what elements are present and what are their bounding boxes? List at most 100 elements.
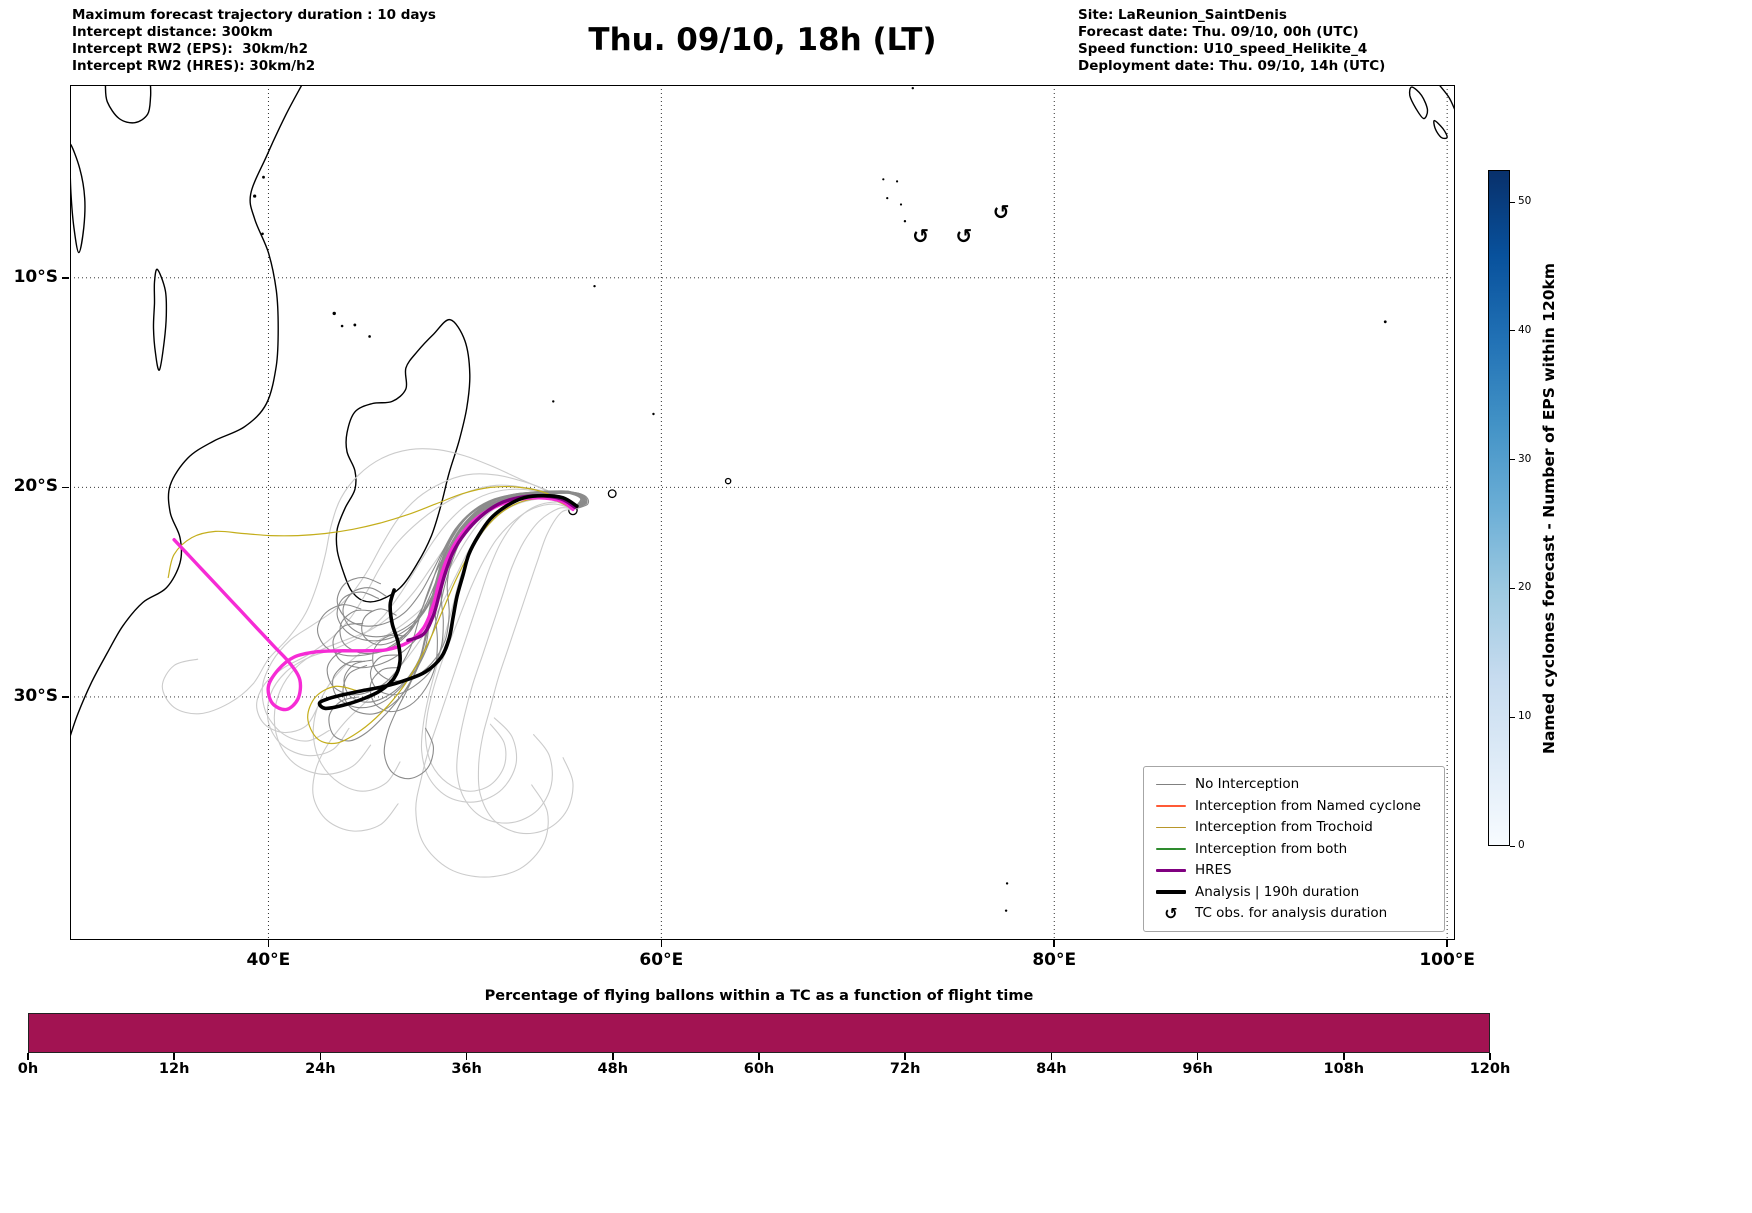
legend-item-list: No Interception Interception from Named c…: [1153, 774, 1435, 925]
legend-line: [1156, 805, 1186, 807]
site-line: Site: LaReunion_SaintDenis: [1078, 7, 1287, 23]
island-dot: [552, 400, 555, 403]
bottom-tick-label: 0h: [17, 1061, 39, 1077]
y-tick-label: 30°S: [13, 685, 58, 706]
eps-trajectory-light: [266, 488, 574, 757]
bottom-tick-label: 72h: [889, 1061, 921, 1077]
legend-line-swatch: [1153, 805, 1189, 807]
bottom-tick-mark: [1489, 1053, 1491, 1060]
y-tick-mark: [62, 486, 69, 489]
config-line-duration: Maximum forecast trajectory duration : 1…: [72, 7, 436, 23]
bottom-tick-label: 84h: [1036, 1061, 1067, 1077]
colorbar-label: Named cyclones forecast - Number of EPS …: [1534, 170, 1564, 846]
bottom-tick-label: 96h: [1182, 1061, 1213, 1077]
colorbar-tick-label: 40: [1518, 323, 1532, 336]
x-tick-mark: [660, 940, 663, 947]
legend-line: [1156, 868, 1186, 872]
config-line-distance: Intercept distance: 300km: [72, 24, 273, 40]
island-dot: [262, 175, 265, 179]
eps-trajectory-light: [312, 494, 574, 832]
bottom-tick-label: 108h: [1323, 1061, 1365, 1077]
bottom-tick-mark: [758, 1053, 760, 1060]
bottom-tick-mark: [465, 1053, 468, 1060]
coastline-africa-east-coast: [70, 85, 303, 738]
forecast-date-line: Forecast date: Thu. 09/10, 00h (UTC): [1078, 24, 1359, 40]
legend-item: HRES: [1153, 860, 1435, 882]
island-dot: [882, 178, 885, 181]
legend-line-swatch: [1153, 783, 1189, 785]
site-info-block: Site: LaReunion_SaintDenis Forecast date…: [1078, 7, 1385, 75]
colorbar-label-text: Named cyclones forecast - Number of EPS …: [1540, 262, 1558, 754]
legend-item: No Interception: [1153, 774, 1435, 796]
speed-function-line: Speed function: U10_speed_Helikite_4: [1078, 41, 1368, 57]
tc-obs-icon: ↺: [993, 200, 1010, 224]
legend-label: No Interception: [1195, 776, 1300, 793]
legend-line-swatch: [1153, 868, 1189, 872]
legend-label: TC obs. for analysis duration: [1195, 905, 1388, 922]
coastline-madagascar: [335, 318, 471, 603]
colorbar-tick-mark: [1510, 201, 1515, 203]
legend-item: Interception from Named cyclone: [1153, 795, 1435, 817]
bottom-tick-mark: [1050, 1053, 1053, 1060]
bottom-tick-label: 60h: [743, 1061, 775, 1077]
island-dot: [253, 194, 257, 198]
legend-line: [1156, 848, 1186, 850]
bottom-tick-label: 36h: [451, 1061, 482, 1077]
colorbar: [1488, 170, 1510, 846]
map-legend: No Interception Interception from Named c…: [1143, 765, 1445, 932]
coastline-sumatra-coast: [1438, 85, 1455, 111]
eps-trajectory-light: [261, 473, 574, 742]
bottom-tick-mark: [1196, 1053, 1199, 1060]
eps-trajectory-light: [424, 503, 574, 792]
colorbar-tick-mark: [1510, 459, 1515, 461]
bottom-tick-mark: [319, 1053, 322, 1060]
bottom-tick-label: 24h: [305, 1061, 336, 1077]
eps-trajectory-light: [415, 501, 574, 878]
bottom-tick-label: 12h: [158, 1061, 190, 1077]
colorbar-tick-mark: [1510, 330, 1515, 332]
figure-title: Thu. 09/10, 18h (LT): [588, 22, 937, 58]
legend-line: [1156, 826, 1186, 828]
legend-item: Interception from Trochoid: [1153, 817, 1435, 839]
colorbar-tick-label: 50: [1518, 195, 1532, 208]
bottom-tick-mark: [904, 1053, 906, 1060]
legend-line-swatch: [1153, 848, 1189, 850]
tc-percentage-bar: [28, 1013, 1490, 1053]
legend-label: Interception from Named cyclone: [1195, 797, 1421, 814]
y-tick-label: 20°S: [13, 476, 58, 497]
x-tick-mark: [267, 940, 270, 947]
x-tick-label: 80°E: [1032, 950, 1077, 970]
x-tick-mark: [1446, 940, 1448, 947]
island-dot: [899, 203, 903, 206]
legend-label: Interception from both: [1195, 840, 1348, 857]
analysis-trajectory: [317, 493, 579, 711]
island-dot: [332, 311, 336, 316]
eps-trajectory-light: [161, 448, 574, 715]
legend-item: Interception from both: [1153, 838, 1435, 860]
forecast-config-block: Maximum forecast trajectory duration : 1…: [72, 7, 436, 75]
bottom-tick-mark: [27, 1053, 29, 1060]
eps-trajectory-no-interception: [383, 490, 587, 780]
island-dot: [353, 323, 357, 327]
eps-trajectory-light: [477, 508, 574, 835]
coastline-lake-tanganyika: [70, 142, 86, 254]
bottom-tick-mark: [612, 1053, 614, 1060]
colorbar-tick-mark: [1510, 587, 1515, 589]
eps-trajectory-no-interception: [369, 490, 585, 713]
coastline-lake-victoria: [104, 85, 152, 124]
map-panel: ↺ ↺ ↺ No Interception Interception from Nam…: [70, 85, 1455, 940]
colorbar-tick-label: 30: [1518, 452, 1532, 465]
island-dot: [368, 335, 371, 338]
config-line-rw2-hres: Intercept RW2 (HRES): 30km/h2: [72, 58, 316, 74]
eps-trajectory-light: [256, 484, 574, 734]
island-dot: [911, 86, 914, 90]
colorbar-tick-mark: [1510, 716, 1515, 718]
x-tick-mark: [1053, 940, 1055, 947]
config-line-rw2-eps: Intercept RW2 (EPS): 30km/h2: [72, 41, 308, 57]
bottom-tick-mark: [1343, 1053, 1345, 1060]
tc-obs-icon: ↺: [912, 224, 929, 248]
legend-label: HRES: [1195, 862, 1232, 879]
x-tick-label: 100°E: [1419, 950, 1475, 970]
eps-trajectory-no-interception: [326, 492, 586, 696]
eps-trajectory-no-interception: [316, 490, 583, 657]
